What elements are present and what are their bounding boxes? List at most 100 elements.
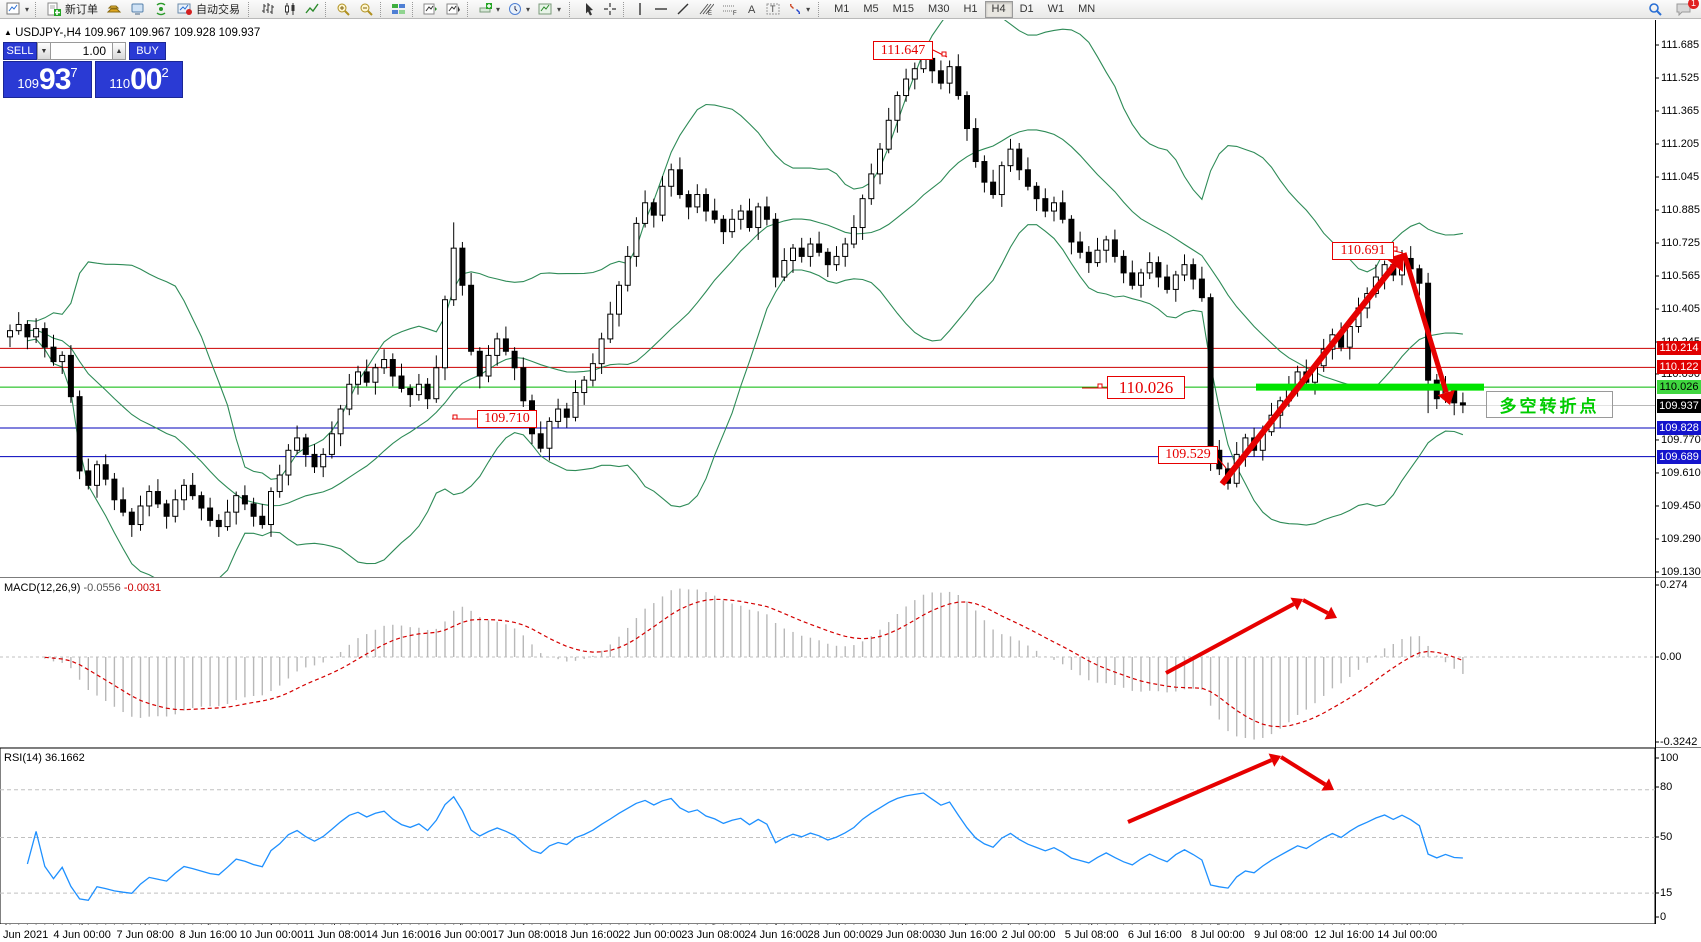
bar-chart-icon[interactable]	[257, 1, 279, 18]
time-axis-label: 30 Jun 16:00	[933, 929, 998, 941]
zoom-out-icon[interactable]	[355, 1, 378, 18]
indicators-add-icon[interactable]: ▾	[474, 1, 504, 18]
rsi-axis-label: 0	[1660, 911, 1667, 923]
time-axis[interactable]: Jun 2021 4 Jun 00:00 7 Jun 08:00 8 Jun 16:0…	[0, 925, 1701, 942]
timeframe-m30-button[interactable]: M30	[928, 3, 950, 15]
candle-body	[389, 359, 396, 377]
arrange-cursor-icon[interactable]	[442, 1, 465, 18]
trend-arrow[interactable]	[1165, 602, 1295, 675]
crosshair-icon[interactable]	[599, 1, 621, 18]
label-icon[interactable]: T	[762, 1, 784, 18]
candle-body	[259, 515, 266, 526]
timeframe-m1-button[interactable]: M1	[834, 3, 850, 15]
candle-body	[268, 491, 274, 526]
market-watch-icon[interactable]	[102, 1, 126, 18]
timeframe-h4-button[interactable]: H4	[984, 0, 1013, 18]
candlestick-icon[interactable]	[279, 1, 301, 18]
candle-body	[146, 491, 153, 507]
bollinger-mid-band[interactable]	[27, 129, 1463, 507]
price-annotation-110.026[interactable]: 110.026	[1107, 376, 1185, 399]
main-price-pane[interactable]	[0, 20, 1655, 588]
new-order-button[interactable]: 新订单	[42, 1, 102, 18]
vline-icon[interactable]	[630, 1, 650, 18]
tile-windows-icon[interactable]	[387, 1, 410, 18]
timeframe-mn-button[interactable]: MN	[1078, 3, 1096, 15]
collapse-triangle-icon[interactable]: ▲	[4, 28, 12, 37]
timeframe-h1-button[interactable]: H1	[963, 3, 978, 15]
candle-body	[659, 185, 666, 216]
templates-icon[interactable]: ▾	[534, 1, 565, 18]
trend-arrow[interactable]	[1302, 598, 1329, 615]
candle-body	[468, 284, 475, 352]
candle-body	[589, 363, 596, 381]
buy-button[interactable]: BUY	[129, 42, 166, 60]
candle-body	[15, 323, 22, 332]
notifications-icon[interactable]: 1	[1672, 0, 1699, 18]
candle-body	[1051, 202, 1057, 212]
candle-body	[1024, 169, 1031, 187]
signals-icon[interactable]	[150, 1, 173, 18]
text-icon[interactable]: A	[742, 1, 762, 18]
cursor-icon[interactable]	[578, 1, 599, 18]
timeframe-w1-button[interactable]: W1	[1047, 3, 1065, 15]
candle-body	[50, 346, 57, 363]
timeframe-m5-button[interactable]: M5	[863, 3, 879, 15]
trend-arrow[interactable]	[1279, 755, 1327, 787]
candle-body	[546, 420, 553, 449]
trend-arrow[interactable]	[1401, 252, 1449, 394]
timeframe-d1-button[interactable]: D1	[1019, 3, 1034, 15]
timeframe-m15-button[interactable]: M15	[892, 3, 915, 15]
price-annotation-111.647[interactable]: 111.647	[873, 41, 933, 60]
bollinger-lo-band[interactable]	[27, 224, 1464, 589]
candle-body	[294, 437, 301, 451]
channel-icon[interactable]: F	[718, 1, 742, 18]
candle-body	[1146, 262, 1153, 274]
line-chart-icon[interactable]	[301, 1, 323, 18]
candle-body	[372, 367, 379, 383]
trend-arrow[interactable]	[1127, 758, 1273, 824]
trendline-icon[interactable]	[672, 1, 694, 18]
candle-body	[885, 119, 892, 150]
search-icon[interactable]	[1644, 1, 1666, 18]
price-badge-110.026: 110.026	[1657, 380, 1701, 395]
sell-button[interactable]: SELL	[3, 42, 37, 60]
price-annotation-110.691[interactable]: 110.691	[1332, 242, 1394, 260]
volume-decrease-button[interactable]: ▼	[37, 42, 51, 60]
candle-body	[833, 255, 840, 266]
trend-arrow[interactable]	[1219, 263, 1397, 486]
chart-canvas[interactable]	[0, 20, 1701, 942]
hline-icon[interactable]	[650, 1, 672, 18]
candle-body	[128, 511, 135, 526]
bollinger-up-band[interactable]	[27, 20, 1463, 480]
price-annotation-109.529[interactable]: 109.529	[1158, 446, 1218, 464]
candle-body	[685, 194, 692, 208]
zoom-in-icon[interactable]	[332, 1, 355, 18]
charts-window-icon[interactable]: ▾	[2, 1, 33, 18]
time-axis-label: 8 Jul 00:00	[1190, 929, 1245, 941]
turning-point-annotation[interactable]: 多空转折点	[1486, 391, 1613, 418]
autotrade-button[interactable]: 自动交易	[173, 1, 244, 18]
candle-body	[111, 478, 118, 501]
sell-price[interactable]: 109 93 7	[3, 61, 92, 98]
volume-input[interactable]: 1.00	[51, 42, 112, 60]
time-axis-label: 8 Jun 16:00	[179, 929, 238, 941]
fibonacci-icon[interactable]: E	[694, 1, 718, 18]
time-axis-label: 29 Jun 08:00	[870, 929, 935, 941]
candle-body	[1416, 268, 1423, 284]
candle-body	[929, 57, 936, 72]
arrows-icon[interactable]: ▾	[784, 1, 814, 18]
rsi-pane[interactable]	[0, 748, 1655, 924]
terminal-icon[interactable]	[126, 1, 150, 18]
price-annotation-109.710[interactable]: 109.710	[477, 410, 537, 428]
macd-axis-label: 0.274	[1660, 579, 1688, 591]
toolbar-separator	[569, 1, 574, 17]
periods-clock-icon[interactable]: ▾	[504, 1, 534, 18]
volume-increase-button[interactable]: ▲	[112, 42, 126, 60]
macd-pane[interactable]	[0, 588, 1655, 740]
candle-body	[972, 128, 979, 163]
candle-body	[215, 519, 222, 528]
arrange-period-icon[interactable]	[419, 1, 442, 18]
candle-body	[798, 247, 805, 257]
buy-price[interactable]: 110 00 2	[95, 61, 183, 98]
chart-window[interactable]: ▲ USDJPY-,H4 109.967 109.967 109.928 109…	[0, 20, 1701, 942]
